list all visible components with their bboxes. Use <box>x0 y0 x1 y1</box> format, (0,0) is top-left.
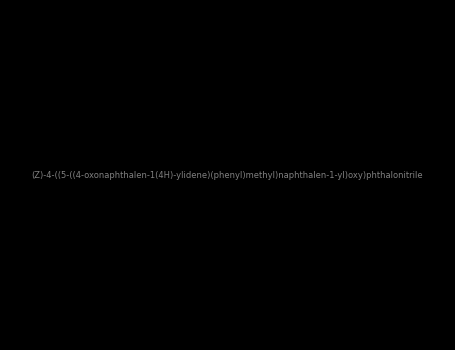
Text: (Z)-4-((5-((4-oxonaphthalen-1(4H)-ylidene)(phenyl)methyl)naphthalen-1-yl)oxy)pht: (Z)-4-((5-((4-oxonaphthalen-1(4H)-yliden… <box>32 170 423 180</box>
